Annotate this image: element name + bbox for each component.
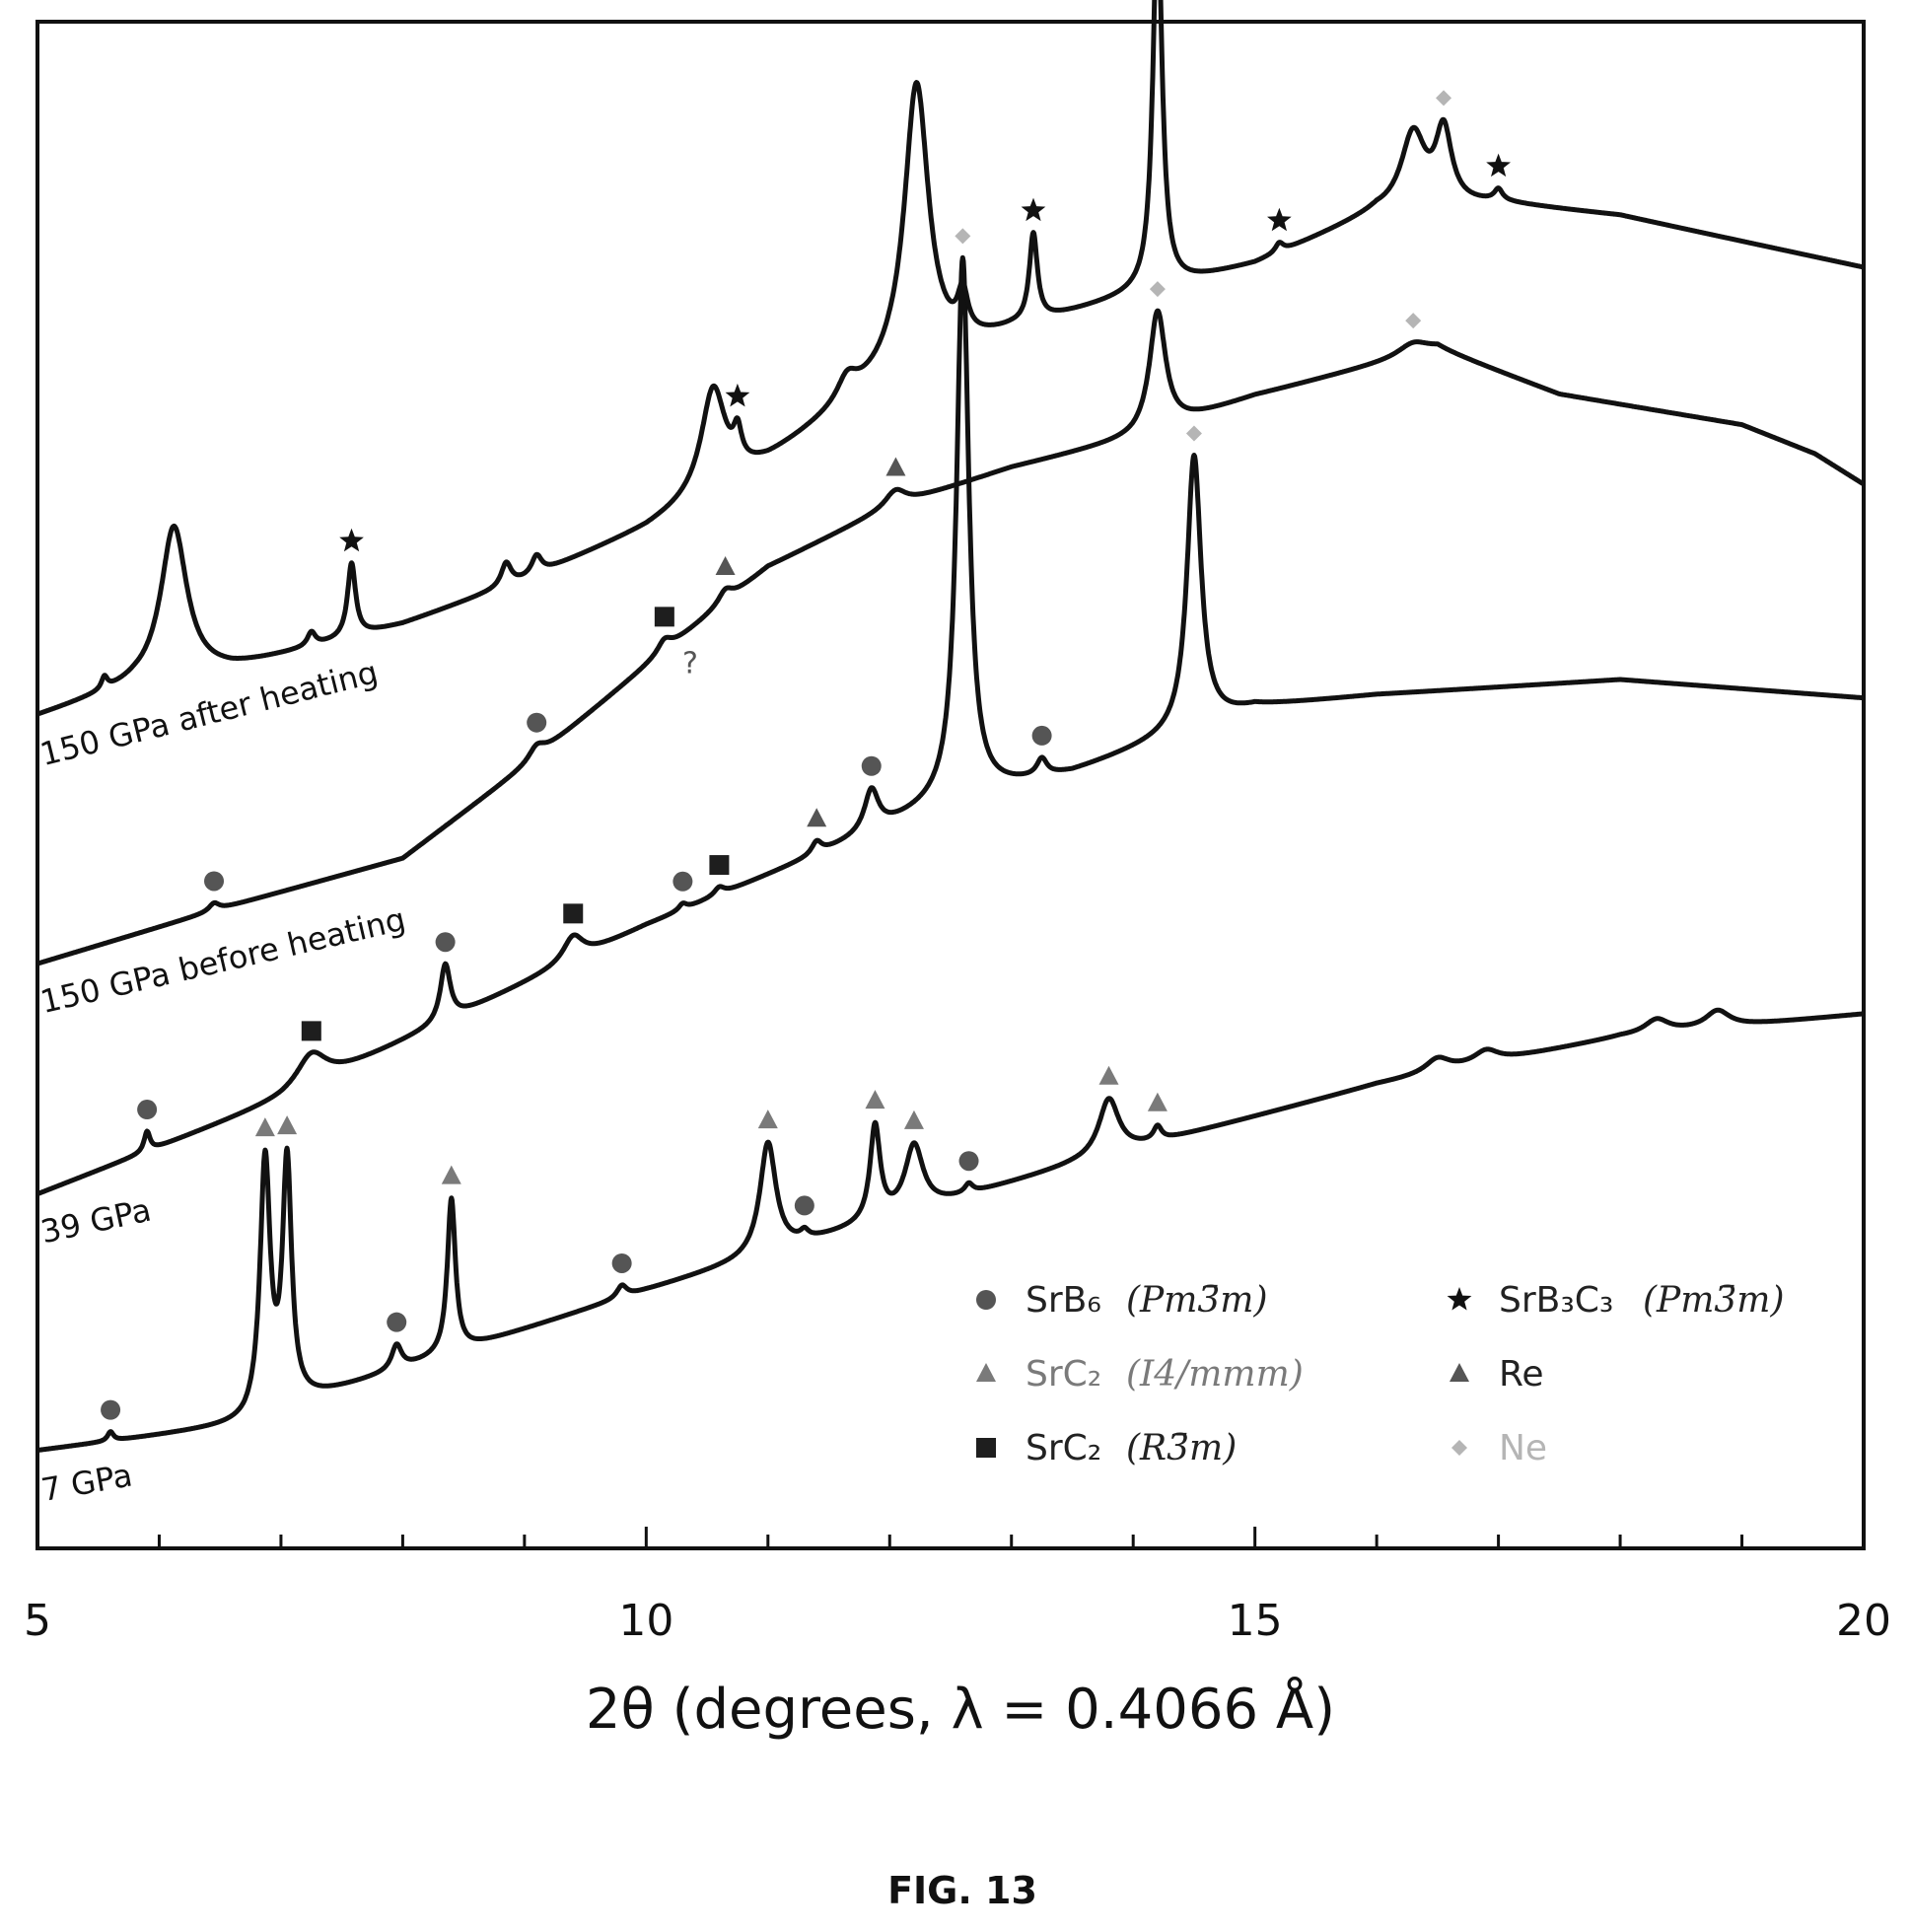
annotation-question-mark: ? — [682, 646, 698, 680]
legend: SrB₆ (Pm3̄m) SrC₂ (I4/mmm) SrC₂ (R3̄m) SrB₃C₃ (… — [976, 1280, 1785, 1468]
legend-label-src2-i4: SrC₂ — [1026, 1354, 1101, 1395]
legend-symbol-src2-r3 — [976, 1438, 996, 1458]
legend-label-srb3c3: SrB₃C₃ — [1499, 1280, 1613, 1321]
legend-symbol-ne — [1451, 1440, 1467, 1456]
peak-marker-src2-i4 — [1147, 1092, 1168, 1111]
legend-symbol-srb3c3 — [1447, 1287, 1472, 1311]
legend-symbol-re — [1450, 1363, 1469, 1382]
peak-marker-srb3c3 — [1486, 153, 1511, 178]
peak-marker-src2-r3 — [563, 903, 584, 924]
x-tick-label: 15 — [1228, 1596, 1283, 1646]
peak-marker-srb6 — [794, 1195, 814, 1216]
peak-marker-srb6 — [861, 755, 882, 776]
peak-marker-src2-i4 — [277, 1115, 298, 1135]
x-tick-label: 20 — [1836, 1596, 1891, 1646]
peak-marker-ne — [955, 228, 971, 245]
peak-marker-srb6 — [958, 1151, 979, 1172]
legend-phase-srb6: (Pm3̄m) — [1126, 1280, 1268, 1321]
peak-marker-src2-r3 — [301, 1021, 321, 1041]
peak-marker-srb3c3 — [1267, 207, 1292, 232]
peak-marker-src2-i4 — [1098, 1065, 1119, 1085]
peak-marker-src2-i4 — [757, 1109, 778, 1129]
peak-marker-ne — [1436, 90, 1452, 107]
plot-border — [35, 20, 1866, 1550]
peak-marker-src2-i4 — [441, 1165, 461, 1184]
peak-marker-src2-i4 — [903, 1109, 924, 1129]
legend-phase-srb3c3: (Pm3̄m) — [1643, 1280, 1785, 1321]
x-tick-layer: 5 10 15 20 — [24, 1527, 1891, 1646]
peak-marker-src2-i4 — [254, 1117, 275, 1137]
peak-marker-srb6 — [1031, 725, 1052, 746]
peak-marker-re — [885, 457, 906, 476]
legend-phase-src2-i4: (I4/mmm) — [1126, 1354, 1304, 1395]
peak-marker-srb6 — [527, 712, 547, 733]
legend-label-srb6: SrB₆ — [1026, 1280, 1101, 1321]
peak-marker-ne — [1405, 313, 1422, 329]
legend-symbol-srb6 — [976, 1290, 996, 1310]
peak-marker-srb6 — [137, 1100, 158, 1120]
legend-phase-src2-r3: (R3̄m) — [1126, 1428, 1237, 1468]
series-line-150-gpa-after-heating — [35, 0, 1866, 717]
legend-symbol-src2-i4 — [976, 1363, 996, 1382]
peak-marker-srb6 — [435, 932, 456, 953]
peak-marker-srb3c3 — [1021, 197, 1046, 222]
plot-frame — [35, 20, 1866, 1550]
peak-marker-srb6 — [387, 1312, 407, 1332]
peak-marker-srb6 — [101, 1399, 121, 1420]
series-line-150-gpa-before-heating — [35, 308, 1866, 966]
legend-label-src2-r3: SrC₂ — [1026, 1428, 1101, 1468]
peak-marker-srb6 — [611, 1252, 632, 1273]
peak-marker-re — [807, 808, 827, 827]
peak-marker-srb6 — [204, 871, 225, 892]
series-layer — [35, 0, 1866, 1453]
x-tick-label: 10 — [618, 1596, 673, 1646]
marker-layer: ? — [101, 90, 1511, 1420]
peak-marker-srb6 — [672, 871, 693, 892]
peak-marker-src2-r3 — [709, 855, 730, 876]
peak-marker-srb3c3 — [339, 528, 364, 552]
peak-marker-srb3c3 — [725, 383, 750, 407]
figure-caption: FIG. 13 — [887, 1869, 1037, 1912]
peak-marker-ne — [1185, 425, 1202, 442]
legend-label-re: Re — [1499, 1354, 1544, 1395]
peak-marker-ne — [1149, 281, 1166, 298]
x-axis-title: 2θ (degrees, λ = 0.4066 Å) — [586, 1677, 1335, 1742]
series-line-7-gpa — [35, 1007, 1866, 1453]
peak-marker-src2-i4 — [865, 1090, 885, 1109]
legend-label-ne: Ne — [1499, 1428, 1547, 1468]
peak-marker-re — [715, 556, 736, 576]
series-line-39-gpa — [35, 254, 1866, 1196]
peak-marker-src2-r3 — [654, 607, 674, 627]
x-tick-label: 5 — [24, 1596, 51, 1646]
